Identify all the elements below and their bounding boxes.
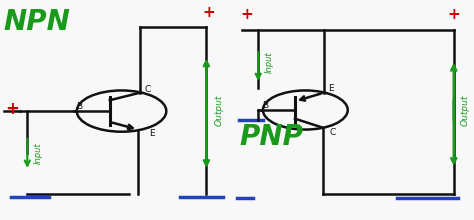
Text: E: E	[328, 84, 334, 93]
Text: B: B	[262, 101, 268, 110]
Text: NPN: NPN	[4, 8, 71, 36]
Text: B: B	[76, 102, 82, 111]
Text: Input: Input	[34, 143, 43, 164]
Text: +: +	[447, 7, 460, 22]
Text: E: E	[149, 129, 155, 138]
Text: C: C	[145, 85, 151, 94]
Text: +: +	[240, 7, 253, 22]
Text: +: +	[5, 100, 18, 118]
Text: Input: Input	[265, 51, 274, 73]
Text: PNP: PNP	[239, 123, 303, 151]
Text: +: +	[202, 5, 215, 20]
Text: Output: Output	[461, 94, 470, 126]
Text: Output: Output	[215, 94, 224, 126]
Text: C: C	[329, 128, 336, 137]
